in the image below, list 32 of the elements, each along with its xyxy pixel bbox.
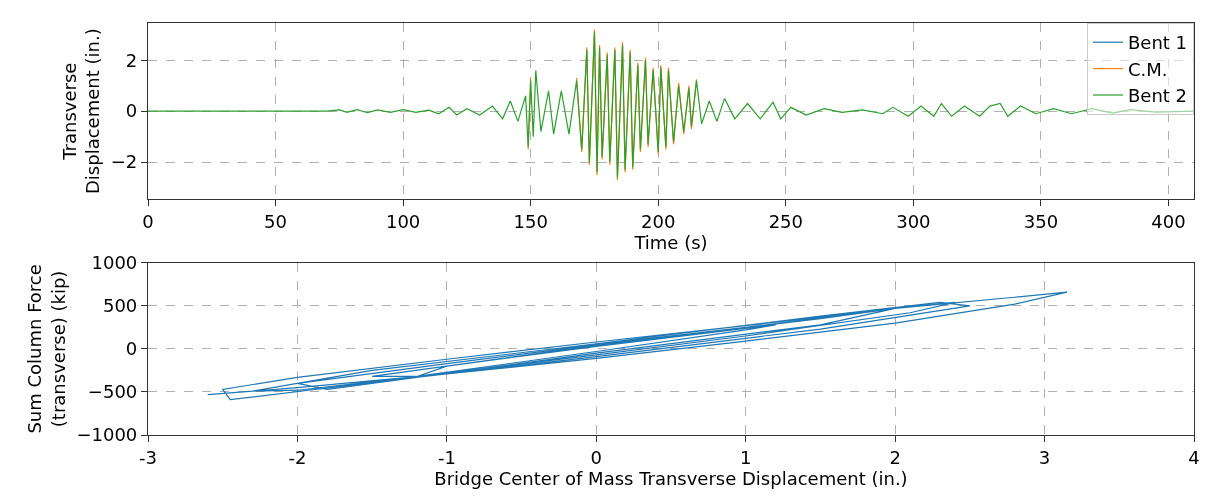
x-tick-label: 0 — [142, 211, 154, 233]
y-axis-title: Transverse Displacement (in.) — [58, 28, 103, 194]
x-tick-label: 2 — [889, 446, 901, 468]
x-axis-title: Bridge Center of Mass Transverse Displacement (in.) — [434, 467, 908, 489]
x-tick-label: 3 — [1038, 446, 1051, 468]
x-tick-label: 150 — [513, 211, 548, 233]
y-tick-label: −1000 — [76, 424, 138, 446]
x-tick-label: -3 — [139, 446, 157, 468]
x-tick-label: 300 — [896, 211, 931, 233]
y-tick-label: 1000 — [91, 252, 138, 274]
legend-label: Bent 2 — [1128, 85, 1188, 107]
x-tick-label: 0 — [590, 446, 603, 468]
x-tick-label: 200 — [641, 211, 676, 233]
y-tick-label: 2 — [125, 49, 138, 71]
y-tick-label: −500 — [87, 381, 138, 403]
x-axis-title: Time (s) — [633, 232, 708, 254]
x-tick-label: 100 — [385, 211, 421, 233]
x-tick-label: 50 — [264, 211, 288, 233]
x-tick-label: -2 — [288, 446, 307, 468]
y-tick-label: 500 — [102, 295, 138, 317]
legend-label: C.M. — [1128, 58, 1168, 80]
y-tick-label: 0 — [125, 338, 138, 360]
x-tick-label: -1 — [437, 446, 456, 468]
x-tick-label: 250 — [768, 211, 803, 233]
x-tick-label: 4 — [1188, 446, 1200, 468]
x-tick-label: 350 — [1023, 211, 1059, 233]
y-tick-label: −2 — [110, 151, 138, 173]
y-axis-title: Sum Column Force (transverse) (kip) — [24, 264, 69, 434]
legend-label: Bent 1 — [1128, 32, 1188, 54]
x-tick-label: 400 — [1151, 211, 1186, 233]
x-tick-label: 1 — [739, 446, 752, 468]
y-tick-label: 0 — [125, 100, 138, 122]
